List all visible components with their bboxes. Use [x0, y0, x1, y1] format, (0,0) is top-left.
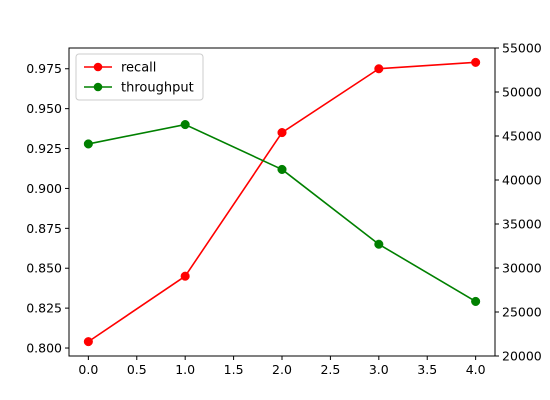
x-tick-label: 3.5	[417, 362, 437, 377]
x-tick-label: 1.5	[224, 362, 244, 377]
y-right-tick-label: 45000	[502, 129, 542, 144]
data-point-throughput	[83, 139, 93, 149]
legend-marker-throughput	[93, 82, 103, 92]
y-right-tick-label: 20000	[502, 349, 542, 364]
axes: 0.0 0.5 1.0 1.5 2.0 2.5 3.0 3.5 4.0 0.800 0.825 0.8…	[26, 41, 542, 378]
x-tick-label: 0.5	[127, 362, 147, 377]
y-right-tick-label: 50000	[502, 85, 542, 100]
y-right-tick-label: 25000	[502, 305, 542, 320]
y-left-tick-label: 0.975	[26, 61, 62, 76]
y-left-tick-label: 0.900	[26, 181, 62, 196]
x-tick-label: 1.0	[175, 362, 195, 377]
legend-label-throughput: throughput	[121, 81, 194, 96]
data-point-recall	[83, 337, 93, 347]
series-layer	[83, 57, 481, 347]
x-tick-label: 0.0	[78, 362, 98, 377]
legend-box	[75, 53, 204, 101]
y-right-tick-label: 55000	[502, 41, 542, 56]
x-tick-label: 2.0	[272, 362, 292, 377]
data-point-recall	[471, 57, 481, 67]
data-point-throughput	[374, 239, 384, 249]
data-point-throughput	[277, 164, 287, 174]
data-point-recall	[374, 64, 384, 74]
y-left-tick-label: 0.800	[26, 341, 62, 356]
x-tick-label: 4.0	[466, 362, 486, 377]
series-recall	[83, 57, 481, 347]
series-throughput	[83, 120, 481, 306]
data-point-recall	[180, 271, 190, 281]
x-tick-label: 3.0	[369, 362, 389, 377]
legend: recall throughput	[75, 53, 204, 101]
y-right-tick-label: 35000	[502, 217, 542, 232]
data-point-throughput	[471, 296, 481, 306]
y-right-tick-label: 40000	[502, 173, 542, 188]
y-left-tick-label: 0.850	[26, 261, 62, 276]
y-left-tick-label: 0.825	[26, 301, 62, 316]
data-point-recall	[277, 128, 287, 138]
y-left-tick-label: 0.925	[26, 141, 62, 156]
legend-marker-recall	[93, 62, 103, 72]
y-left-tick-label: 0.950	[26, 101, 62, 116]
y-left-tick-label: 0.875	[26, 221, 62, 236]
data-point-throughput	[180, 120, 190, 130]
legend-label-recall: recall	[121, 61, 156, 76]
y-right-tick-label: 30000	[502, 261, 542, 276]
x-tick-label: 2.5	[320, 362, 340, 377]
